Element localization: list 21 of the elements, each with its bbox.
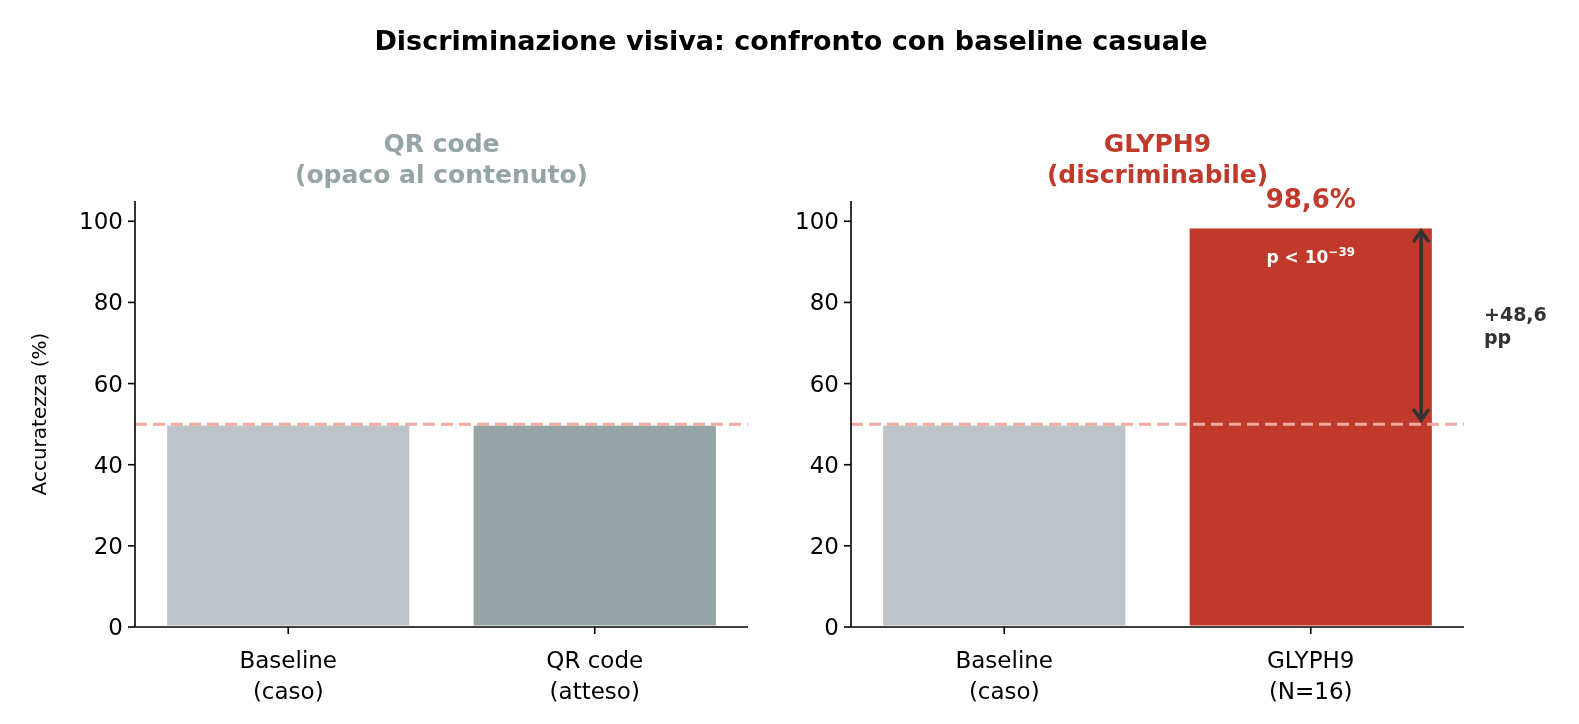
chart-subtitle: QR code (opaco al contenuto) — [294, 129, 589, 189]
y-tick-label: 0 — [824, 614, 839, 640]
x-tick-label: Baseline (caso) — [955, 647, 1054, 704]
y-tick-label: 100 — [79, 208, 123, 235]
y-tick-label: 20 — [93, 532, 123, 559]
y-tick-label: 100 — [795, 208, 839, 235]
text: +48,6 pp — [1484, 302, 1547, 348]
chart-title: Discriminazione visiva: confronto con baseline casuale — [374, 25, 1208, 56]
y-axis-title: Accuratezza (%) — [27, 332, 51, 496]
annotation: p < 10$^{−39}$ — [1266, 244, 1355, 267]
y-tick-label: 40 — [809, 451, 839, 478]
x-tick-label: GLYPH9 (N=16) — [1267, 647, 1355, 704]
y-tick-label: 80 — [93, 289, 123, 316]
y-tick-label: 60 — [93, 370, 123, 397]
y-tick-label: 0 — [108, 614, 123, 640]
y-tick-label: 20 — [809, 532, 839, 559]
x-tick-label: QR code (atteso) — [546, 647, 644, 704]
y-tick-label: 60 — [809, 370, 839, 397]
y-tick-label: 40 — [93, 451, 123, 478]
y-tick-label: 80 — [809, 289, 839, 316]
x-tick-label: Baseline (caso) — [239, 647, 338, 704]
